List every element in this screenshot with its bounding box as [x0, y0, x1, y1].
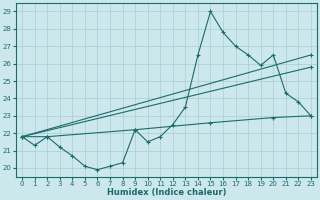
X-axis label: Humidex (Indice chaleur): Humidex (Indice chaleur) — [107, 188, 226, 197]
